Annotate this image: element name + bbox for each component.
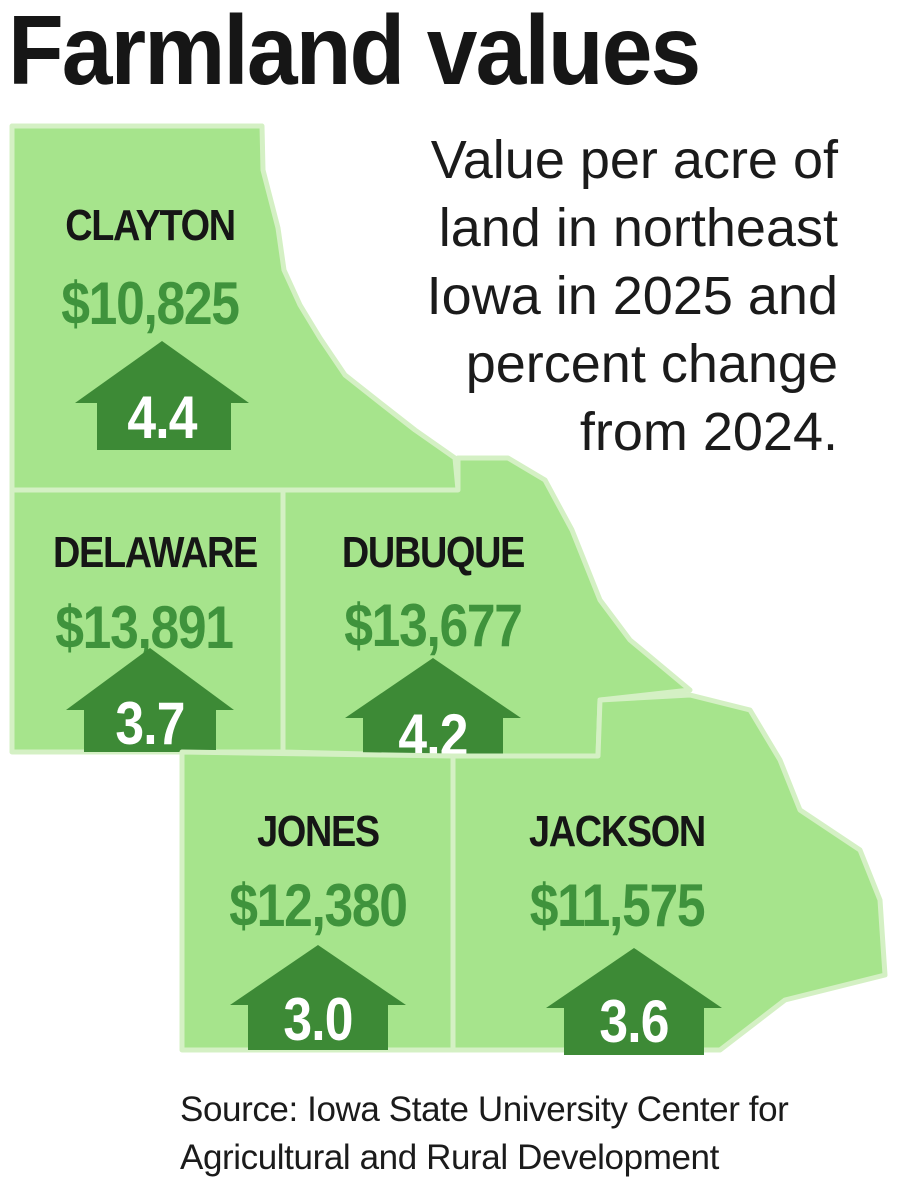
county-jackson: JACKSON $11,575 3.6	[450, 692, 888, 1055]
county-value-delaware: $13,891	[55, 593, 233, 661]
county-jones: JONES $12,380 3.0	[179, 749, 456, 1053]
up-arrow-icon	[66, 648, 234, 752]
county-value-clayton: $10,825	[61, 269, 239, 337]
county-name-clayton: CLAYTON	[65, 200, 235, 249]
county-change-jackson: 3.6	[599, 987, 668, 1055]
source-note: Source: Iowa State University Center for…	[180, 1090, 789, 1177]
up-arrow-icon	[546, 948, 722, 1055]
county-name-jackson: JACKSON	[529, 806, 705, 855]
county-name-jones: JONES	[257, 806, 379, 855]
county-delaware: DELAWARE $13,891 3.7	[9, 487, 286, 757]
county-value-dubuque: $13,677	[344, 591, 521, 659]
up-arrow-icon	[345, 658, 521, 765]
county-value-jones: $12,380	[229, 871, 406, 939]
county-change-clayton: 4.4	[127, 383, 197, 451]
title: Farmland values	[8, 0, 701, 105]
county-change-jones: 3.0	[283, 985, 352, 1053]
county-value-jackson: $11,575	[530, 871, 705, 939]
subtitle: Value per acre of land in northeast Iowa…	[426, 130, 838, 462]
up-arrow-icon	[230, 945, 406, 1050]
up-arrow-icon	[75, 341, 249, 450]
county-name-delaware: DELAWARE	[53, 527, 257, 576]
county-change-delaware: 3.7	[115, 689, 184, 757]
county-name-dubuque: DUBUQUE	[342, 527, 524, 576]
